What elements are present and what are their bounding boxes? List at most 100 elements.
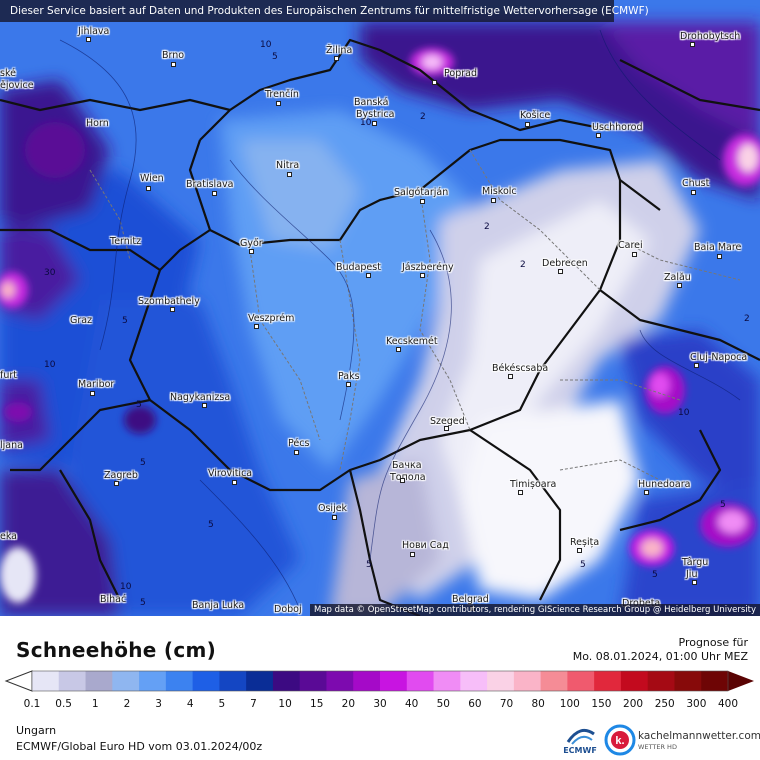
scale-color-step — [380, 671, 408, 691]
contour-value-label: 10 — [260, 40, 272, 50]
city-label: Bratislava — [186, 179, 234, 190]
city-label: Szeged — [430, 416, 465, 427]
city-marker — [294, 450, 299, 455]
city-label: Maribor — [78, 379, 115, 390]
ecmwf-swirl-icon — [566, 728, 595, 745]
city-marker — [86, 37, 91, 42]
model-run-info: ECMWF/Global Euro HD vom 03.01.2024/00z — [16, 740, 263, 753]
scale-tick-label: 250 — [654, 698, 675, 710]
city-label: Cluj-Napoca — [690, 352, 748, 363]
brand-name: kachelmannwetter.com — [638, 730, 760, 742]
ecmwf-attribution-banner: Dieser Service basiert auf Daten und Pro… — [0, 0, 649, 22]
scale-tick-label: 150 — [591, 698, 612, 710]
city-label: Nitra — [276, 160, 300, 171]
city-label: Drobeta — [622, 598, 660, 609]
city-marker — [396, 347, 401, 352]
scale-tick-label: 3 — [155, 698, 162, 710]
city-label: Топола — [390, 472, 426, 483]
city-marker — [525, 122, 530, 127]
city-label: Poprad — [444, 68, 477, 79]
scale-color-step — [594, 671, 622, 691]
legend-panel: Schneehöhe (cm) Prognose für Mo. 08.01.2… — [0, 616, 760, 760]
city-label: Bystrica — [356, 109, 395, 120]
city-label: Banja Luka — [192, 600, 245, 611]
city-marker — [420, 273, 425, 278]
city-label: Jiu — [686, 569, 698, 580]
scale-tick-label: 0.5 — [55, 698, 72, 710]
scale-tick-label: 30 — [373, 698, 387, 710]
city-label: Győr — [240, 238, 263, 249]
ecmwf-logo-text: ECMWF — [563, 746, 597, 755]
svg-text:k.: k. — [615, 735, 624, 747]
scale-color-step — [567, 671, 595, 691]
contour-value-label: 5 — [272, 52, 278, 62]
city-label: Carei — [618, 240, 643, 251]
scale-frame — [31, 670, 729, 692]
city-marker — [146, 186, 151, 191]
contour-value-label: 5 — [136, 400, 142, 410]
scale-color-step — [165, 671, 194, 691]
scale-color-step — [433, 671, 461, 691]
legend-title: Schneehöhe (cm) — [16, 638, 217, 662]
kachelmannwetter-logo[interactable]: k. kachelmannwetter.com WETTER HD — [604, 722, 760, 758]
city-label: Salgótarján — [394, 187, 449, 198]
scale-color-step — [58, 671, 87, 691]
contour-value-label: 5 — [208, 520, 214, 530]
scale-color-step — [192, 671, 220, 691]
contour-value-label: 2 — [484, 222, 490, 232]
contour-value-label: 5 — [652, 570, 658, 580]
scale-color-step — [326, 671, 354, 691]
snow-depth-map[interactable]: Dieser Service basiert auf Daten und Pro… — [0, 0, 760, 616]
city-label: Brno — [162, 50, 185, 61]
city-label: Chust — [682, 178, 710, 189]
scale-color-step — [620, 671, 649, 691]
city-marker — [276, 101, 281, 106]
ecmwf-logo[interactable]: ECMWF — [560, 724, 600, 758]
city-marker — [692, 580, 697, 585]
city-marker — [400, 478, 405, 483]
scale-color-step — [540, 671, 568, 691]
city-marker — [232, 480, 237, 485]
city-label: Zalău — [664, 272, 691, 283]
city-label: Graz — [70, 315, 93, 326]
city-marker — [366, 273, 371, 278]
city-label: ljana — [0, 440, 23, 451]
city-marker — [677, 283, 682, 288]
city-marker — [432, 80, 437, 85]
scale-tick-label: 400 — [717, 698, 739, 710]
city-label: Бачка — [392, 460, 422, 471]
city-marker — [518, 490, 523, 495]
city-label: Jihlava — [78, 26, 110, 37]
scale-color-step — [701, 671, 729, 691]
city-label: Uschhorod — [592, 122, 643, 133]
city-label: Virovitica — [208, 468, 253, 479]
city-marker — [334, 56, 339, 61]
city-marker — [332, 515, 337, 520]
prognose-label: Prognose für — [678, 636, 749, 649]
contour-value-label: 5 — [720, 500, 726, 510]
map-data-credit: Map data © OpenStreetMap contributors, r… — [310, 604, 760, 616]
city-label: Békéscsaba — [492, 363, 549, 374]
city-label: Veszprém — [248, 313, 295, 324]
scale-color-step — [513, 671, 542, 691]
scale-max-arrow — [728, 671, 754, 691]
scale-color-step — [85, 671, 113, 691]
contour-value-label: 5 — [140, 598, 146, 608]
scale-tick-label: 5 — [218, 698, 226, 710]
city-marker — [202, 403, 207, 408]
city-marker — [90, 391, 95, 396]
scale-color-step — [32, 671, 60, 691]
city-label: Osijek — [318, 503, 348, 514]
scale-color-step — [487, 671, 515, 691]
city-marker — [410, 552, 415, 557]
scale-color-step — [460, 671, 488, 691]
city-marker — [444, 426, 449, 431]
city-marker — [558, 269, 563, 274]
scale-color-step — [674, 671, 702, 691]
scale-tick-label: 0.1 — [23, 698, 41, 710]
contour-value-label: 30 — [44, 268, 56, 278]
scale-color-step — [219, 671, 247, 691]
scale-color-step — [353, 671, 381, 691]
scale-tick-label: 60 — [468, 698, 482, 710]
city-label: Doboj — [274, 604, 302, 615]
